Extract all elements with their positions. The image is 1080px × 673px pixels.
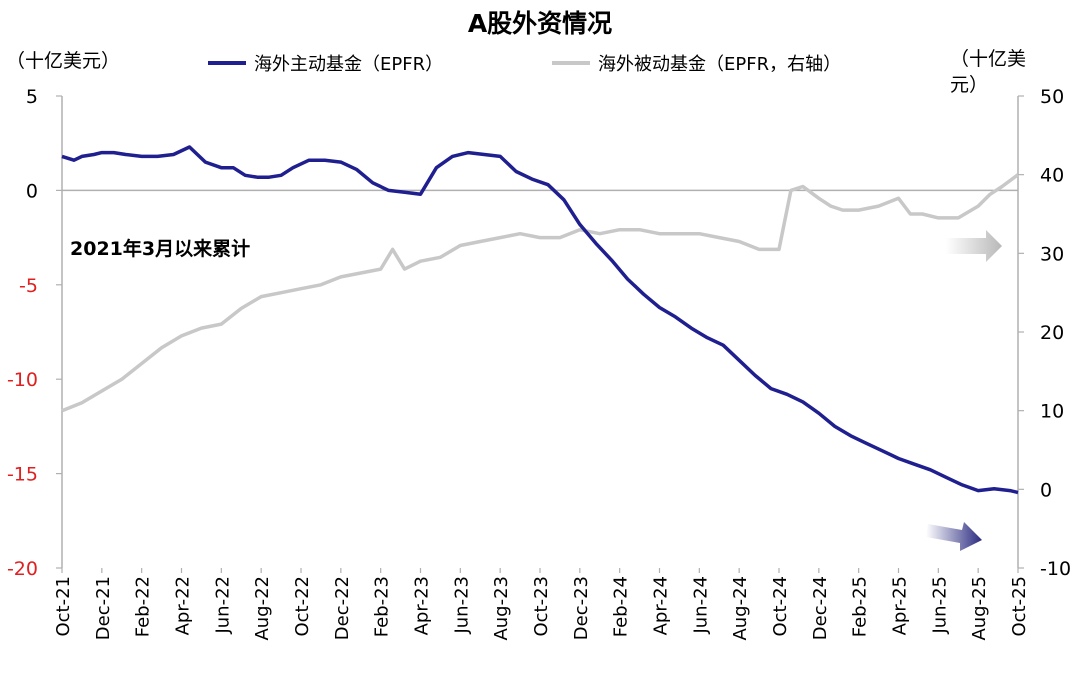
x-tick-label: Oct-25 [1009, 576, 1030, 637]
x-tick-label: Dec-22 [332, 576, 353, 640]
x-tick-label: Jun-24 [690, 576, 711, 635]
x-tick-label: Jun-25 [929, 576, 950, 635]
x-tick-label: Apr-22 [173, 576, 194, 635]
x-tick-label: Apr-23 [412, 576, 433, 635]
x-tick-label: Apr-25 [890, 576, 911, 635]
series-line-passive [61, 173, 1020, 413]
arrows [926, 230, 1002, 551]
right-tick-label: 10 [1040, 401, 1064, 423]
right-tick-label: 40 [1040, 165, 1064, 187]
right-tick-label: -10 [1040, 558, 1071, 580]
left-tick-label: -15 [7, 464, 38, 486]
legend-swatch-passive [552, 61, 590, 65]
chart-title: A股外资情况 [467, 9, 613, 38]
left-tick-label: -5 [19, 275, 38, 297]
x-tick-label: Aug-23 [491, 576, 512, 641]
x-tick-label: Aug-25 [969, 576, 990, 641]
x-tick-label: Oct-22 [292, 576, 313, 637]
x-tick-label: Jun-22 [212, 576, 233, 635]
x-tick-label: Dec-24 [810, 576, 831, 640]
x-tick-label: Oct-24 [770, 576, 791, 637]
x-tick-label: Oct-21 [53, 576, 74, 637]
legend-active: 海外主动基金（EPFR） [208, 50, 443, 76]
left-tick-label: 0 [26, 180, 38, 202]
x-tick-label: Jun-23 [451, 576, 472, 635]
x-tick-label: Feb-25 [850, 576, 871, 637]
series-layer [61, 145, 1020, 495]
legend-label-active: 海外主动基金（EPFR） [254, 54, 444, 75]
legend-label-passive: 海外被动基金（EPFR，右轴） [598, 54, 842, 75]
left-tick-label: 5 [26, 86, 38, 108]
right-tick-label: 20 [1040, 322, 1064, 344]
legend-passive: 海外被动基金（EPFR，右轴） [552, 50, 841, 76]
x-tick-label: Oct-23 [531, 576, 552, 637]
x-tick-label: Feb-22 [133, 576, 154, 637]
right-axis-unit: （十亿美元） [950, 48, 1027, 96]
x-tick-label: Aug-24 [730, 576, 751, 641]
series-line-active [61, 145, 1019, 495]
x-tick-label: Dec-21 [93, 576, 114, 640]
active-trend-arrow-icon [926, 522, 982, 551]
x-tick-label: Apr-24 [651, 576, 672, 635]
x-tick-label: Feb-23 [372, 576, 393, 637]
left-tick-label: -20 [7, 558, 38, 580]
annotation: 2021年3月以来累计 [70, 238, 251, 260]
right-tick-label: 0 [1040, 479, 1052, 501]
right-tick-label: 50 [1040, 86, 1064, 108]
left-axis-unit: （十亿美元） [6, 50, 121, 72]
x-tick-label: Dec-23 [571, 576, 592, 640]
x-tick-label: Feb-24 [611, 576, 632, 637]
right-tick-label: 30 [1040, 243, 1064, 265]
x-tick-label: Aug-22 [252, 576, 273, 641]
left-tick-label: -10 [7, 369, 38, 391]
legend-swatch-active [208, 61, 246, 65]
passive-trend-arrow-icon [946, 230, 1002, 262]
